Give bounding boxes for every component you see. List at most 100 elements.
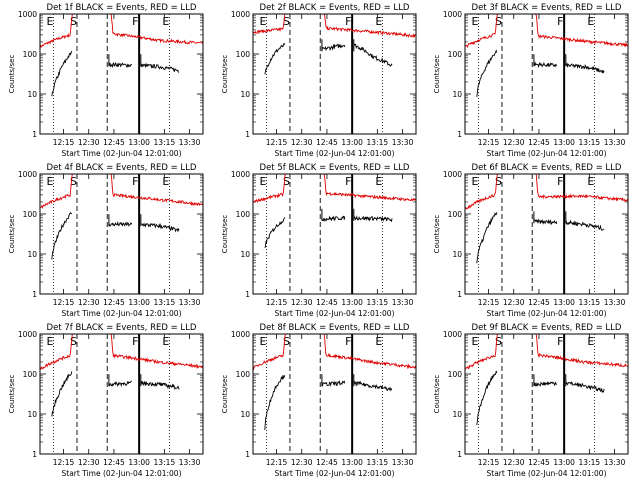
events-series-line [533,218,558,225]
x-tick-label: 12:30 [78,298,100,307]
marker-letter: S [283,15,290,28]
marker-letter: S [70,335,77,348]
detector-panel-8: Det 8f BLACK = Events, RED = LLD Counts/s… [221,323,417,478]
y-axis-label: Counts/sec [221,55,229,94]
y-tick-label: 10 [240,90,250,99]
events-series-line [140,62,180,73]
x-axis-label: Start Time (02-Jun-04 12:01:00) [62,149,182,158]
marker-letter: E [375,15,382,28]
lld-series-line [252,13,417,38]
events-series-line [476,370,498,426]
y-tick-label: 1000 [18,10,37,19]
events-series-line [565,219,605,231]
events-series-line [51,211,73,260]
y-tick-label: 1 [245,450,250,459]
x-tick-label: 13:15 [579,138,601,147]
y-axis-label: Counts/sec [221,375,229,414]
x-tick-label: 12:15 [53,458,75,467]
detector-panel-2: Det 2f BLACK = Events, RED = LLD Counts/s… [221,3,417,158]
x-tick-label: 13:15 [579,298,601,307]
events-series-line [264,375,286,431]
x-tick-label: 13:30 [179,138,201,147]
y-axis-label: Counts/sec [221,215,229,254]
marker-letter: E [162,15,169,28]
y-tick-label: 100 [23,370,38,379]
plot-frame [252,13,417,135]
x-axis-label: Start Time (02-Jun-04 12:01:00) [275,469,395,478]
marker-letter: S [283,335,290,348]
events-series-line [51,50,73,97]
events-series-line [565,62,605,74]
events-series-line [140,222,180,233]
x-tick-label: 13:30 [604,458,626,467]
marker-letter: S [495,15,502,28]
lld-series-line [252,333,417,371]
marker-letter: F [345,335,351,348]
x-tick-label: 12:30 [291,298,313,307]
events-series-line [108,221,133,227]
panel-title: Det 3f BLACK = Events, RED = LLD [472,3,622,13]
marker-letter: E [587,175,594,188]
x-tick-label: 13:15 [154,298,176,307]
x-tick-label: 13:15 [154,458,176,467]
events-series-line [533,61,558,69]
y-axis-label: Counts/sec [433,55,441,94]
y-tick-label: 1 [245,290,250,299]
x-tick-label: 12:45 [316,138,338,147]
y-tick-label: 1000 [231,170,250,179]
panel-title: Det 2f BLACK = Events, RED = LLD [260,3,410,13]
x-axis-label: Start Time (02-Jun-04 12:01:00) [487,309,607,318]
events-series-line [353,43,393,67]
x-tick-label: 12:45 [316,458,338,467]
x-tick-label: 12:45 [103,138,125,147]
detector-panel-9: Det 9f BLACK = Events, RED = LLD Counts/s… [433,323,629,478]
x-axis-label: Start Time (02-Jun-04 12:01:00) [275,149,395,158]
y-tick-label: 1 [245,130,250,139]
y-tick-label: 1000 [231,10,250,19]
x-tick-label: 12:30 [503,138,525,147]
x-tick-label: 13:00 [341,138,363,147]
panel-title: Det 7f BLACK = Events, RED = LLD [47,323,197,333]
events-series-line [353,380,393,392]
x-tick-label: 12:45 [528,458,550,467]
x-tick-label: 12:45 [316,298,338,307]
panel-title: Det 8f BLACK = Events, RED = LLD [260,323,410,333]
y-tick-label: 100 [448,370,463,379]
marker-letter: E [259,175,266,188]
events-series-line [108,380,132,388]
x-tick-label: 12:30 [291,458,313,467]
y-tick-label: 1 [457,130,462,139]
marker-letter: F [557,15,563,28]
lld-series-line [252,173,417,203]
detector-panel-3: Det 3f BLACK = Events, RED = LLD Counts/s… [433,3,629,158]
x-tick-label: 13:00 [128,138,150,147]
marker-letter: F [557,335,563,348]
events-series-line [321,380,346,387]
x-tick-label: 13:30 [604,298,626,307]
x-axis-label: Start Time (02-Jun-04 12:01:00) [275,309,395,318]
marker-letter: E [471,335,478,348]
y-tick-label: 10 [240,410,250,419]
x-tick-label: 13:00 [341,458,363,467]
plot-frame [39,173,204,295]
marker-letter: E [587,335,594,348]
panel-title: Det 1f BLACK = Events, RED = LLD [47,3,197,13]
y-tick-label: 100 [236,50,251,59]
y-tick-label: 1 [457,450,462,459]
y-axis-label: Counts/sec [8,215,16,254]
events-series-line [321,215,346,222]
plot-frame [39,333,204,455]
x-tick-label: 12:30 [291,138,313,147]
events-series-line [264,217,286,249]
x-tick-label: 12:15 [266,298,288,307]
x-tick-label: 13:30 [392,458,414,467]
marker-letter: E [471,15,478,28]
x-tick-label: 12:30 [503,298,525,307]
x-axis-label: Start Time (02-Jun-04 12:01:00) [487,149,607,158]
detector-panel-5: Det 5f BLACK = Events, RED = LLD Counts/s… [221,163,417,318]
events-series-line [476,212,498,264]
x-tick-label: 12:45 [528,298,550,307]
x-tick-label: 13:00 [341,298,363,307]
marker-letter: S [495,175,502,188]
events-series-line [140,380,180,390]
